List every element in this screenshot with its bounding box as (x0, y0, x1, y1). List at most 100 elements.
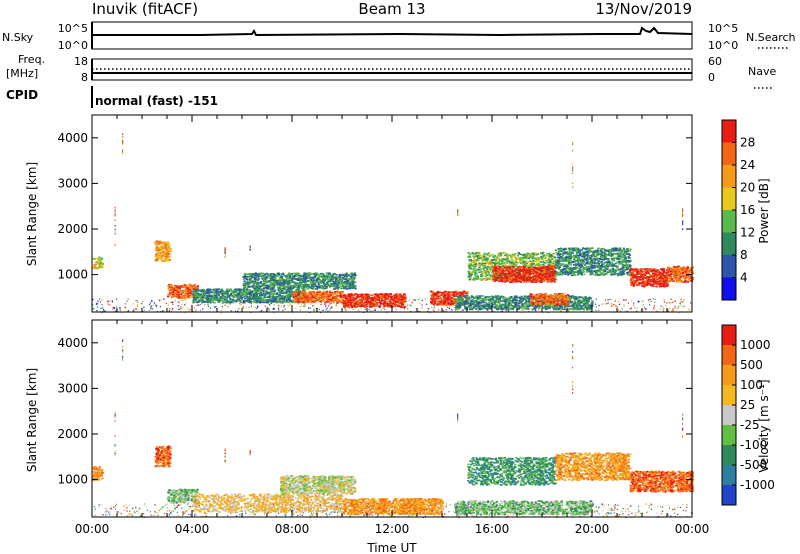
data-cell (189, 308, 191, 311)
data-cell (260, 273, 264, 276)
data-cell (535, 258, 539, 261)
data-cell (372, 310, 374, 312)
data-cell (310, 285, 313, 288)
data-cell (253, 280, 257, 283)
data-cell (481, 257, 484, 260)
data-cell (467, 270, 470, 273)
data-cell (302, 294, 306, 297)
data-cell (170, 310, 173, 312)
cpid-value: normal (fast) -151 (95, 94, 218, 108)
data-cell (245, 273, 248, 275)
data-cell (237, 310, 239, 312)
data-cell (435, 300, 438, 303)
data-cell (351, 278, 354, 281)
data-cell (166, 249, 169, 252)
data-cell (303, 299, 306, 302)
data-cell (443, 297, 446, 300)
data-cell (296, 275, 299, 277)
data-cell (483, 266, 486, 269)
data-cell (245, 295, 248, 298)
data-cell (468, 266, 471, 268)
data-cell (528, 310, 530, 313)
data-cell (490, 263, 493, 265)
data-cell (344, 280, 347, 283)
data-cell (262, 287, 266, 290)
data-cell (240, 301, 243, 304)
data-cell (400, 295, 403, 298)
data-cell (501, 262, 504, 265)
data-cell (303, 296, 306, 299)
data-cell (215, 292, 218, 294)
nave-label: Nave (748, 65, 776, 78)
data-cell (330, 276, 333, 279)
data-cell (241, 296, 244, 299)
data-cell (299, 278, 302, 280)
data-cell (277, 281, 281, 284)
data-cell (471, 271, 475, 273)
data-cell (269, 293, 272, 296)
data-cell (209, 306, 211, 309)
data-cell (229, 292, 233, 295)
data-cell (468, 260, 471, 262)
data-cell (359, 299, 362, 302)
data-cell (519, 270, 522, 273)
data-cell (448, 308, 451, 310)
data-cell (274, 275, 278, 277)
data-cell (356, 296, 359, 298)
data-cell (167, 295, 170, 298)
data-cell (297, 286, 300, 289)
data-cell (265, 287, 268, 289)
data-cell (239, 295, 243, 298)
data-cell (328, 274, 331, 276)
data-cell (597, 309, 600, 311)
data-cell (307, 277, 311, 279)
data-cell (270, 283, 273, 285)
data-cell (472, 299, 474, 301)
data-cell (493, 259, 496, 261)
data-cell (429, 290, 432, 293)
data-cell (322, 278, 325, 281)
data-cell (328, 294, 331, 297)
data-cell (294, 272, 297, 275)
data-cell (502, 258, 505, 260)
data-cell (473, 278, 476, 281)
data-cell (99, 301, 102, 303)
data-cell (172, 291, 175, 294)
data-cell (285, 301, 288, 303)
data-cell (432, 292, 435, 294)
data-cell (313, 275, 317, 278)
data-cell (181, 291, 184, 294)
data-cell (403, 308, 405, 310)
data-cell (274, 296, 278, 298)
data-cell (326, 278, 329, 281)
data-cell (256, 290, 259, 292)
data-cell (303, 305, 305, 307)
data-cell (310, 284, 314, 286)
data-cell (361, 298, 365, 301)
data-cell (253, 301, 256, 303)
data-cell (536, 260, 539, 262)
data-cell (279, 282, 282, 285)
data-cell (534, 258, 537, 261)
data-cell (611, 305, 613, 307)
data-cell (176, 289, 179, 292)
data-cell (326, 300, 329, 303)
data-cell (590, 304, 592, 306)
data-cell (340, 279, 344, 281)
data-cell (334, 279, 338, 282)
data-cell (309, 276, 312, 279)
data-cell (99, 259, 102, 261)
data-cell (435, 296, 439, 299)
data-cell (482, 267, 486, 270)
data-cell (297, 288, 300, 290)
data-cell (538, 308, 540, 311)
data-cell (305, 286, 308, 289)
data-cell (236, 288, 239, 291)
data-cell (434, 298, 438, 300)
data-cell (257, 276, 260, 278)
data-cell (98, 298, 101, 300)
data-cell (547, 256, 550, 258)
data-cell (279, 291, 282, 294)
data-cell (221, 292, 225, 295)
data-cell (494, 261, 497, 264)
